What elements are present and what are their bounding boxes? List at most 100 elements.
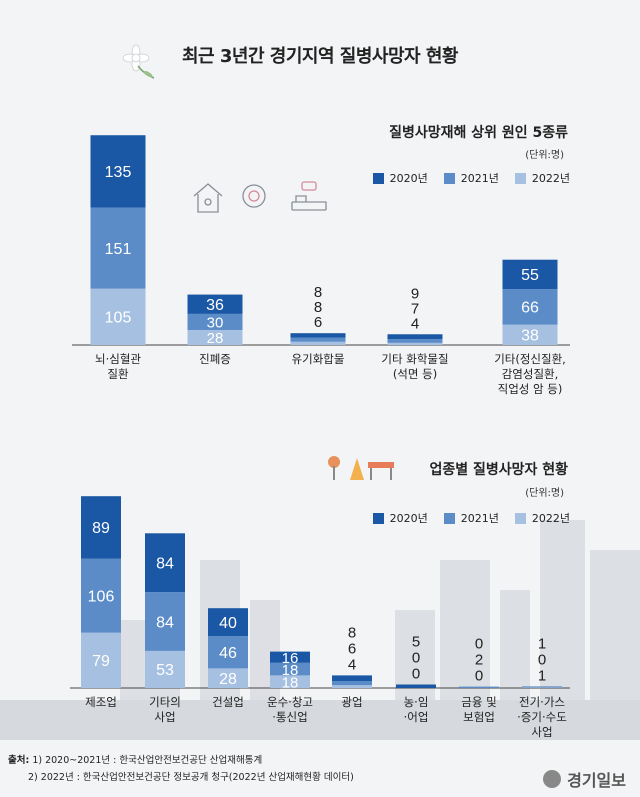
top-causes-bar-3-s0 (387, 334, 443, 340)
top-causes-label-3-s0: 9 (411, 285, 419, 302)
industry-label-4-s0: 8 (348, 624, 356, 641)
industry-label-2-s2: 28 (219, 671, 237, 688)
top-causes-label-1-s1: 30 (207, 315, 224, 332)
top-causes-bar-1-s0 (187, 294, 243, 314)
industry-bar-6-s1 (459, 686, 499, 688)
top-causes-label-2-s1: 8 (314, 299, 322, 316)
industry-label-1-s2: 53 (156, 662, 174, 679)
top-causes-bar-2-s0 (290, 333, 346, 338)
legend-swatch-2021 (443, 172, 455, 184)
legend-label-2022: 2022년 (531, 172, 570, 185)
legend2-swatch-2021 (443, 512, 455, 524)
legend-item-2022: 2022년 (514, 170, 570, 186)
top-causes-category-1-line-0: 진폐증 (199, 352, 231, 366)
industry-bar-0-s1 (81, 558, 121, 633)
top-causes-bar-4-s1 (502, 289, 558, 325)
industry-category-7-line-0: 전기·가스 (519, 695, 565, 709)
top-causes-label-4-s1: 66 (521, 300, 539, 317)
legend-label-2021: 2021년 (460, 172, 499, 185)
legend-swatch-2020 (372, 172, 384, 184)
top-causes-bar-4-s0 (502, 259, 558, 290)
logo-text: 경기일보 (567, 771, 626, 790)
industry-label-0-s1: 106 (88, 588, 115, 605)
industry-bar-3-s0 (270, 651, 310, 663)
industry-label-4-s2: 4 (348, 656, 356, 673)
industry-label-0-s2: 79 (92, 653, 110, 670)
industry-label-6-s2: 0 (475, 668, 483, 685)
industry-label-5-s1: 0 (412, 650, 420, 667)
top-causes-bar-0-s2 (90, 288, 146, 345)
top-causes-bar-0-s0 (90, 135, 146, 208)
sign-icon (328, 456, 340, 468)
industry-bar-4-s0 (332, 675, 372, 681)
footer-line-1: 1) 2020~2021년 : 한국산업안전보건공단 산업재해통계 (32, 755, 263, 766)
top-causes-label-4-s2: 38 (521, 328, 539, 345)
industry-bar-1-s0 (145, 533, 185, 593)
top-causes-category-2-line-0: 유기화합물 (292, 352, 345, 366)
top-causes-label-2-s0: 8 (314, 284, 322, 301)
industry-label-3-s2: 18 (282, 674, 299, 691)
construction-icons (328, 456, 394, 480)
industry-label-0-s0: 89 (92, 520, 110, 537)
legend-item-2021: 2021년 (443, 170, 499, 186)
chart1-unit: (단위:명) (525, 150, 564, 161)
industry-category-2-line-0: 건설업 (212, 695, 244, 709)
industry-category-3-line-0: 운수·창고 (267, 695, 313, 709)
industry-bar-0-s2 (81, 632, 121, 688)
industry-category-6-line-1: 보험업 (463, 710, 495, 724)
legend2-label-2022: 2022년 (531, 512, 570, 525)
top-causes-label-0-s2: 105 (105, 310, 132, 327)
chart2-title: 업종별 질병사망자 현황 (429, 462, 568, 478)
industry-category-5-line-1: ·어업 (404, 710, 429, 724)
top-causes-category-3-line-0: 기타 화학물질 (381, 352, 448, 366)
industry-bar-4-s2 (332, 685, 372, 688)
top-causes-bar-1-s2 (187, 329, 243, 345)
top-causes-category-0-line-0: 뇌·심혈관 (95, 352, 141, 366)
legend2-item-2022: 2022년 (514, 510, 570, 526)
top-causes-label-1-s0: 36 (206, 297, 224, 314)
industry-label-5-s0: 5 (412, 634, 420, 651)
top-causes-category-0-line-1: 질환 (107, 367, 129, 381)
top-causes-label-3-s2: 4 (411, 315, 419, 332)
industry-label-2-s0: 40 (219, 615, 237, 632)
top-causes-bar-2-s2 (290, 341, 346, 345)
industry-label-6-s0: 0 (475, 636, 483, 653)
industry-category-5-line-0: 농·임 (404, 695, 429, 709)
top-causes-label-0-s1: 151 (105, 241, 132, 258)
industry-bar-2-s1 (208, 636, 248, 669)
industry-label-4-s1: 6 (348, 640, 356, 657)
industry-category-4-line-0: 광업 (341, 695, 362, 709)
cone-icon (350, 458, 364, 480)
industry-bar-1-s1 (145, 592, 185, 651)
footer-line-2: 2) 2022년 : 한국산업안전보건공단 정보공개 청구(2022년 산업재해… (28, 772, 354, 783)
top-causes-bar-3-s2 (387, 342, 443, 345)
industry-bar-0-s0 (81, 496, 121, 559)
legend2-label-2020: 2020년 (389, 512, 428, 525)
industry-bar-2-s2 (208, 668, 248, 688)
industry-category-7-line-2: 사업 (531, 725, 552, 739)
chart2-unit: (단위:명) (525, 488, 564, 499)
industry-label-1-s0: 84 (156, 555, 174, 572)
bed-icon (291, 195, 327, 211)
skyline-ground (0, 700, 640, 740)
industry-category-1-line-0: 기타의 (149, 695, 181, 709)
legend2-swatch-2022 (514, 512, 526, 524)
industry-label-7-s0: 1 (538, 636, 546, 653)
chart2-legend: 2020년 2021년 2022년 (372, 510, 570, 526)
top-causes-label-1-s2: 28 (207, 330, 224, 347)
chart1-title: 질병사망재해 상위 원인 5종류 (389, 125, 568, 141)
industry-category-6-line-0: 금융 및 (461, 695, 496, 709)
industry-bar-1-s2 (145, 650, 185, 688)
industry-label-3-s0: 16 (282, 650, 299, 667)
disease-icons (193, 181, 327, 213)
industry-bar-3-s1 (270, 662, 310, 676)
industry-label-5-s2: 0 (412, 666, 420, 683)
chart1-legend: 2020년 2021년 2022년 (372, 170, 570, 186)
top-causes-category-4-line-2: 직업성 암 등) (498, 382, 563, 396)
top-causes-category-4-line-1: 감염성질환, (502, 367, 559, 381)
top-causes-label-3-s1: 7 (411, 300, 419, 317)
legend-swatch-2022 (514, 172, 526, 184)
